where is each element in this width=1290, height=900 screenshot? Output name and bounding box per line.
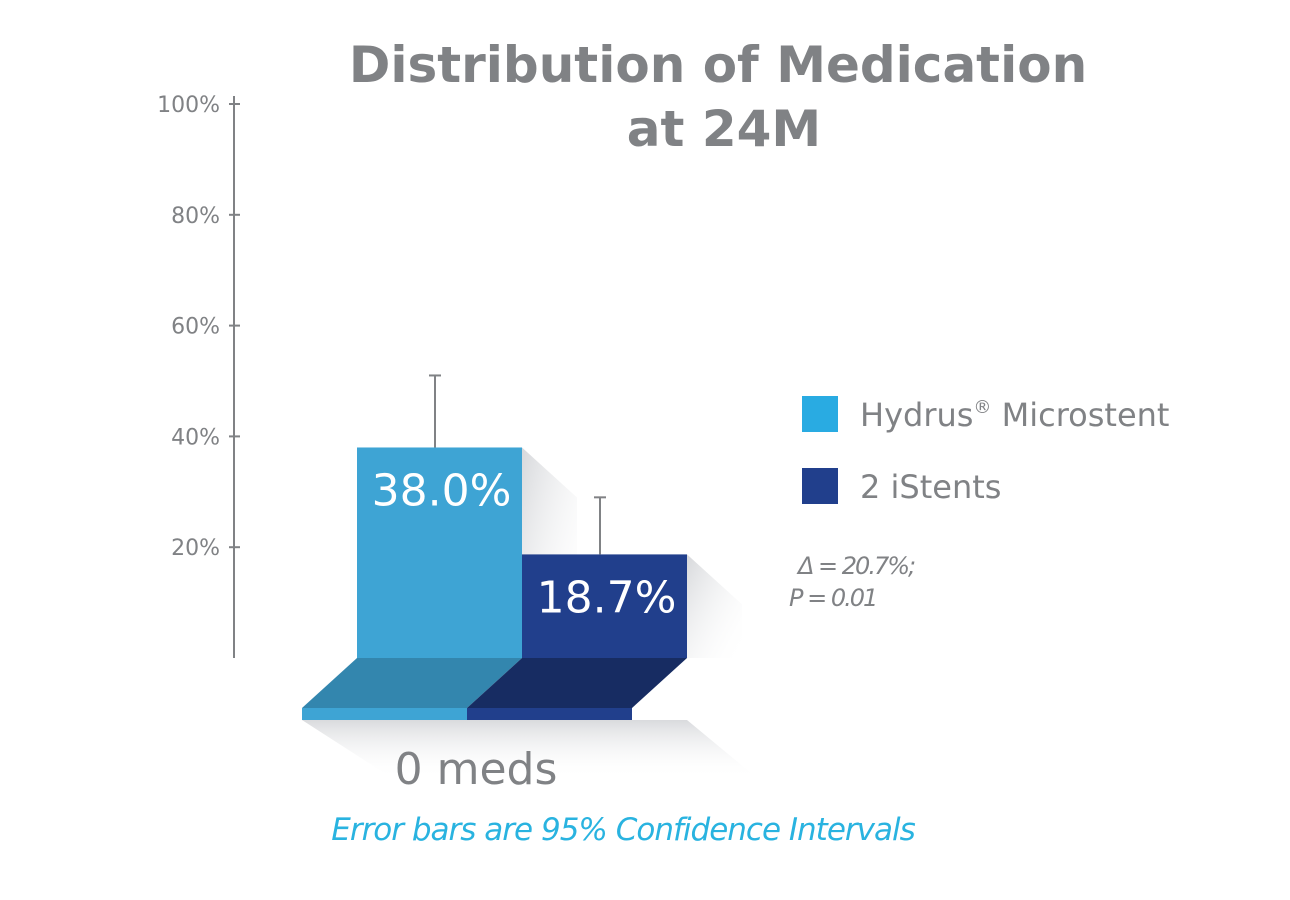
delta-annotation: Δ = 20.7%;: [796, 552, 915, 580]
floor-front-1: [467, 708, 632, 720]
chart-title-line-1: Distribution of Medication: [349, 36, 1087, 94]
value-label-1: 18.7%: [537, 572, 677, 623]
chart-floor: [302, 658, 757, 778]
y-axis: 20% 40% 60% 80% 100%: [157, 93, 240, 658]
legend-label-hydrus-registered: ®: [973, 397, 991, 418]
legend-label-hydrus-name: Hydrus: [860, 396, 973, 434]
floor-front-0: [302, 708, 467, 720]
bars: [357, 447, 687, 658]
legend: Hydrus® Microstent 2 iStents: [802, 396, 1169, 506]
legend-label-hydrus-suffix: Microstent: [991, 396, 1169, 434]
chart-title-line-2: at 24M: [627, 100, 821, 158]
y-tick-label: 20%: [171, 536, 220, 561]
y-tick-label: 40%: [171, 425, 220, 450]
y-tick-label: 80%: [171, 204, 220, 229]
value-labels: 38.0% 18.7%: [372, 465, 677, 623]
floor-shadow: [302, 720, 757, 778]
value-label-0: 38.0%: [372, 465, 512, 516]
p-value-annotation: P = 0.01: [789, 584, 876, 612]
legend-swatch-hydrus: [802, 396, 838, 432]
y-tick-label: 100%: [157, 93, 220, 118]
floor-top-1: [467, 658, 687, 708]
error-bars: [429, 374, 606, 555]
bar-0: [357, 447, 522, 658]
bar-shadow-1: [687, 554, 742, 658]
floor-top-0: [302, 658, 522, 708]
bar-1: [522, 554, 687, 658]
y-tick-label: 60%: [171, 315, 220, 340]
footnote: Error bars are 95% Confidence Intervals: [331, 812, 915, 848]
category-label: 0 meds: [395, 744, 558, 795]
legend-swatch-istents: [802, 468, 838, 504]
legend-label-hydrus: Hydrus® Microstent: [860, 396, 1169, 434]
legend-label-istents: 2 iStents: [860, 468, 1001, 506]
